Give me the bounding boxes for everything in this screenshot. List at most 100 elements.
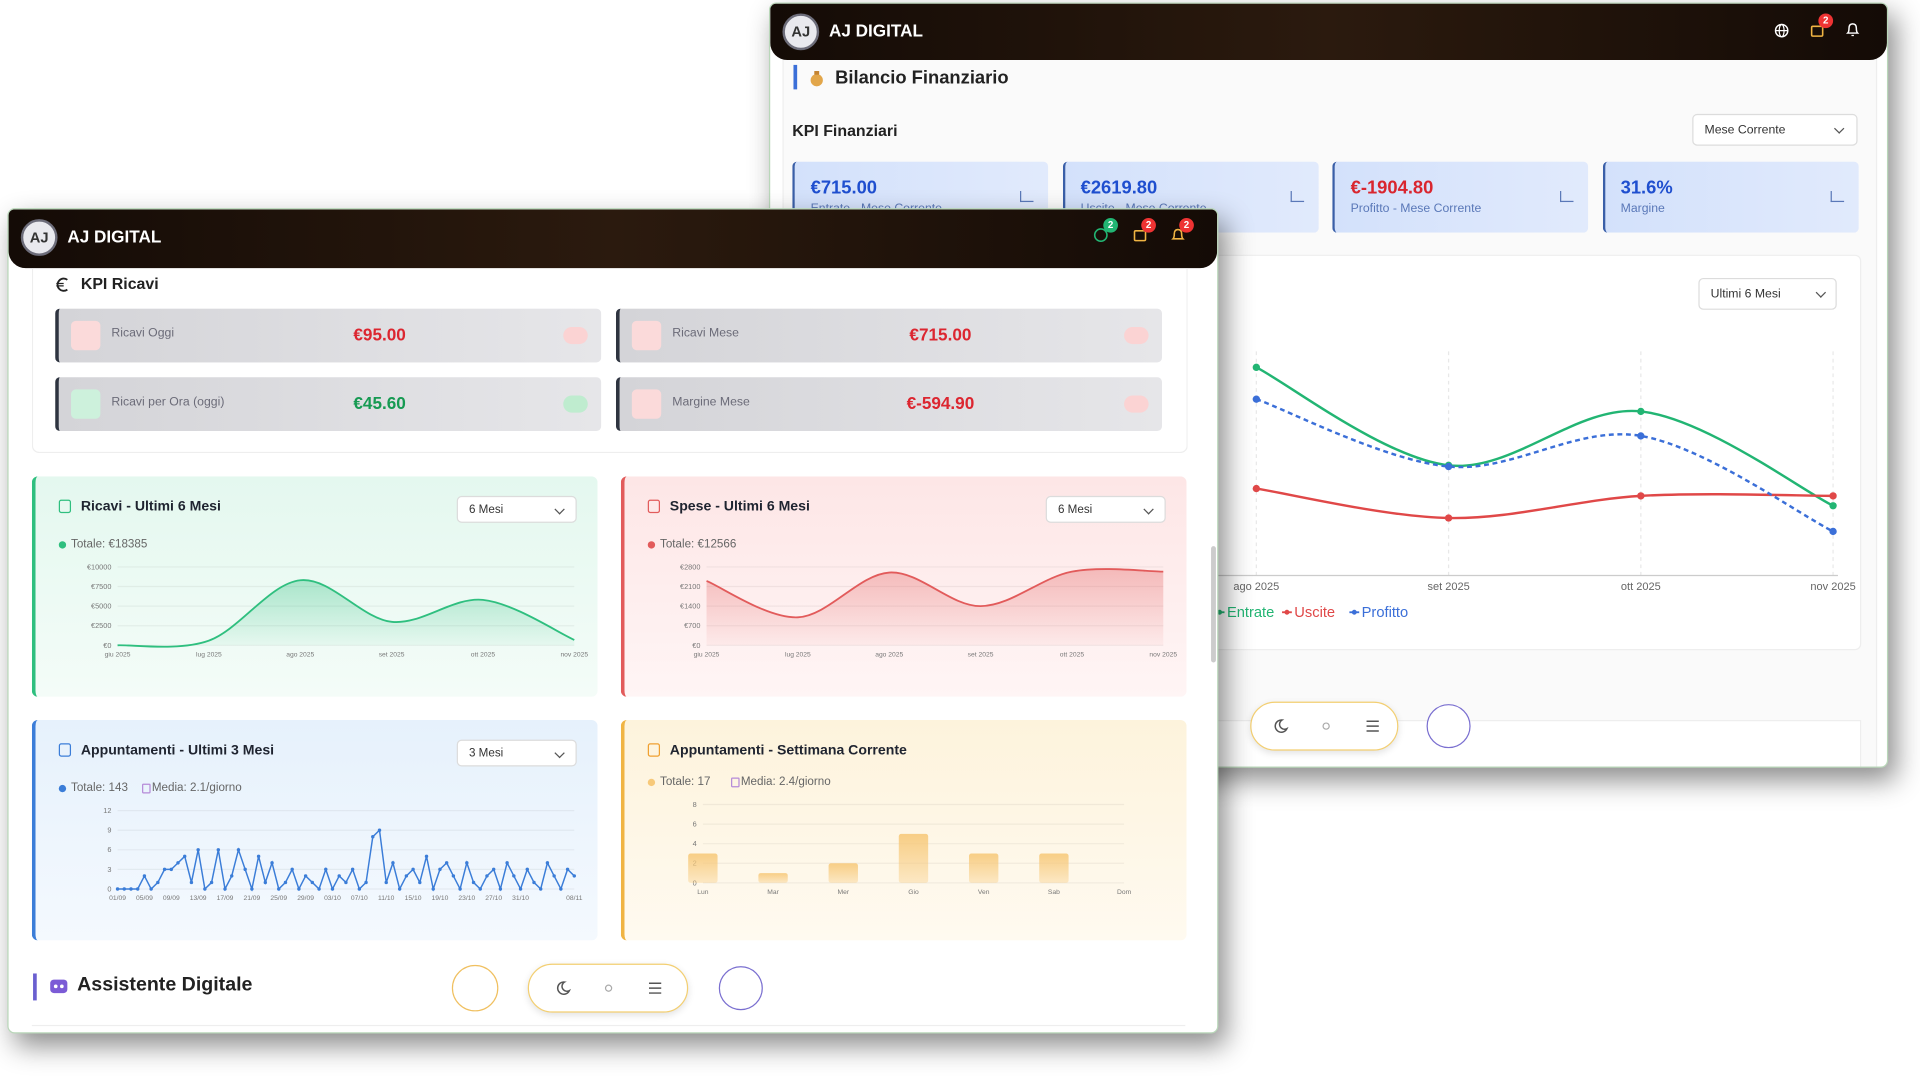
book-button[interactable]	[1426, 704, 1471, 749]
data-point	[451, 874, 456, 878]
legend-symbol	[1217, 609, 1223, 615]
average-label: Media: 2.1/giorno	[151, 781, 242, 795]
total-label: Totale: 17	[660, 775, 711, 789]
x-tick-label: 05/09	[136, 895, 153, 902]
line-chart: ago 2025 set 2025 ott 2025 nov 2025 Entrate U…	[1209, 351, 1856, 621]
book-button[interactable]	[718, 966, 763, 1011]
x-tick-label: 07/10	[351, 895, 368, 902]
range-select[interactable]: 6 Mesi	[1045, 495, 1166, 523]
data-point	[391, 861, 395, 865]
data-point	[203, 887, 207, 891]
toolbar-icons[interactable]	[1272, 718, 1382, 735]
trend-pill	[563, 395, 588, 413]
y-tick-label: 12	[103, 806, 111, 815]
logo: AJ	[782, 13, 820, 51]
range-select[interactable]: 6 Mesi	[456, 495, 577, 523]
bell-icon[interactable]	[1845, 22, 1860, 38]
data-point	[283, 880, 288, 885]
badge: 2	[1818, 13, 1834, 29]
chart-title: Spese - Ultimi 6 Mesi	[669, 499, 810, 515]
total-label: Totale: €18385	[71, 537, 148, 552]
chart-title: Appuntamenti - Ultimi 3 Mesi	[80, 743, 275, 758]
legend-label: Entrate	[1227, 605, 1274, 621]
data-point	[538, 887, 543, 891]
x-tick-label: 11/10	[378, 895, 395, 902]
assistant-title: Assistente Digitale	[77, 974, 253, 996]
section-title: Bilancio Finanziario	[835, 67, 1009, 89]
x-tick-label: 13/09	[190, 895, 207, 902]
data-point	[1829, 492, 1837, 500]
data-point	[324, 867, 328, 872]
bar	[758, 873, 788, 883]
series-line	[1256, 487, 1834, 520]
globe-icon[interactable]	[1774, 23, 1789, 38]
data-point	[270, 861, 274, 865]
euro-icon	[56, 277, 68, 292]
logo: AJ	[20, 219, 58, 256]
data-point	[498, 887, 503, 891]
x-tick-label: lug 2025	[196, 651, 222, 658]
box-icon[interactable]	[1810, 23, 1825, 38]
kpi-icon	[631, 320, 662, 351]
data-point	[471, 880, 476, 885]
average-label: Media: 2.4/giorno	[740, 775, 831, 789]
period-select[interactable]: Mese Corrente	[1692, 113, 1858, 146]
bar	[968, 853, 999, 883]
kpi-icon	[71, 389, 101, 419]
data-point	[1637, 407, 1645, 416]
toolbar-icons[interactable]	[555, 980, 665, 997]
range-select[interactable]: Ultimi 6 Mesi	[1698, 277, 1837, 310]
x-tick-label: Sab	[1048, 889, 1060, 896]
scrollbar[interactable]	[1211, 546, 1216, 663]
data-point	[518, 887, 523, 891]
total-dot	[58, 784, 67, 793]
kpi-icon	[1830, 191, 1844, 203]
data-point	[135, 887, 140, 891]
data-point	[485, 874, 489, 878]
data-point	[149, 887, 153, 891]
data-point	[397, 887, 402, 891]
box-icon[interactable]	[1133, 228, 1148, 243]
data-point	[303, 874, 308, 878]
badge: 2	[1141, 217, 1156, 233]
data-point	[310, 880, 315, 885]
money-bag-icon	[810, 71, 823, 87]
x-tick-label: Mer	[837, 889, 849, 896]
data-point	[357, 887, 362, 891]
series-line	[117, 579, 575, 648]
bell-icon[interactable]	[1171, 228, 1186, 244]
trend-pill	[1124, 395, 1149, 413]
robot-icon	[50, 979, 68, 994]
data-point	[115, 887, 120, 891]
x-tick-label: set 2025	[1427, 581, 1469, 593]
area	[706, 569, 1164, 646]
data-point	[424, 854, 429, 859]
data-point	[162, 867, 167, 872]
data-point	[438, 867, 442, 872]
range-select[interactable]: 3 Mesi	[456, 739, 577, 767]
bar	[828, 863, 858, 883]
x-tick-label: 19/10	[432, 895, 449, 902]
x-tick-label: Dom	[1117, 889, 1132, 896]
theme-toolbar	[527, 963, 689, 1013]
x-tick-label: Mar	[767, 889, 779, 896]
x-tick-label: lug 2025	[785, 651, 811, 658]
chart-card: 0 3 6 9 12 01/09 05/09 09/09 13/09 17/09 21/09 25/0…	[31, 720, 598, 941]
qr-button[interactable]	[451, 964, 499, 1012]
x-tick-label: ott 2025	[1060, 651, 1085, 658]
y-tick-label: €10000	[87, 562, 111, 571]
chart-plot: €0 €2500 €5000 €7500 €10000 giu 2025 lug 2025 a…	[87, 562, 588, 658]
data-point	[572, 874, 577, 878]
trend-pill	[1124, 326, 1149, 345]
data-point	[512, 874, 516, 878]
data-point	[1637, 432, 1645, 440]
chart-card: €0 €700 €1400 €2100 €2800 giu 2025 lug 2025 ago…	[620, 476, 1187, 697]
data-point	[525, 867, 529, 872]
section-bar	[33, 973, 37, 1001]
data-point	[350, 867, 355, 872]
bar	[688, 853, 718, 883]
globe-icon[interactable]	[1093, 228, 1108, 243]
data-point	[364, 880, 368, 885]
y-tick-label: €2800	[680, 562, 700, 571]
kpi-icon	[1290, 191, 1304, 203]
